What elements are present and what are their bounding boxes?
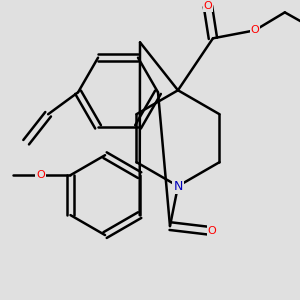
Text: O: O	[36, 170, 45, 180]
Text: O: O	[204, 2, 212, 11]
Text: O: O	[208, 226, 216, 236]
Text: O: O	[250, 25, 259, 35]
Text: N: N	[173, 180, 183, 193]
